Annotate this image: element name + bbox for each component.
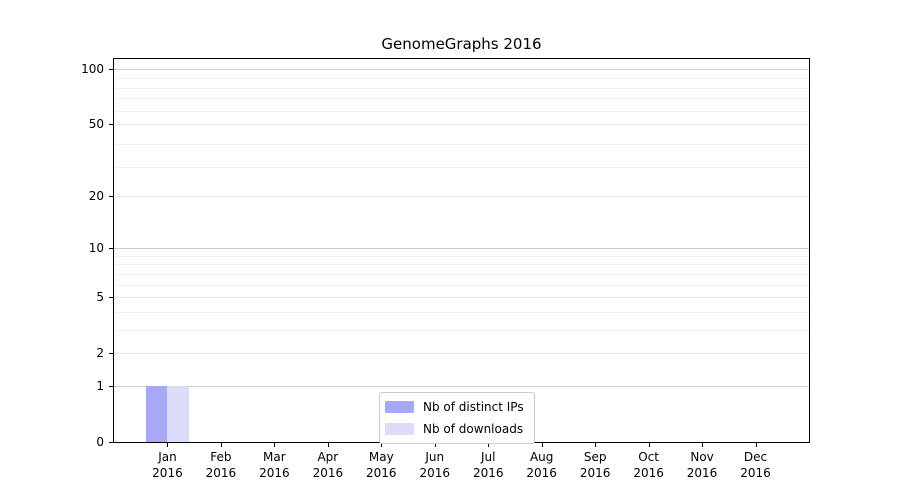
x-tick-label: Apr 2016 [312,450,344,480]
gridline-labeled [114,124,809,126]
x-tick-mark [488,443,490,447]
gridline-major [114,385,809,387]
x-tick-mark [755,443,757,447]
y-tick-label: 10 [88,241,104,256]
gridline-minor [114,143,809,145]
x-tick-label: Jan 2016 [152,450,183,480]
x-tick-label: Jun 2016 [419,450,451,480]
gridline-labeled [114,195,809,197]
y-tick-mark [109,195,113,197]
bar-downloads [167,385,189,442]
x-tick-label: Oct 2016 [633,450,664,480]
y-tick-mark [109,248,113,250]
y-tick-mark [109,297,113,299]
gridline-labeled [114,353,809,355]
x-tick-mark [434,443,436,447]
gridline-minor [114,166,809,168]
x-tick-mark [648,443,650,447]
y-tick-label: 1 [96,378,104,393]
legend-item-distinct-ips: Nb of distinct IPs [385,400,524,414]
x-tick-label: Jul 2016 [472,450,504,480]
x-tick-mark [327,443,329,447]
gridline-minor [114,273,809,275]
plot-area [113,58,810,443]
y-tick-label: 5 [96,290,104,305]
y-tick-mark [109,353,113,355]
gridline-minor [114,284,809,286]
bar-distinct-ips [145,385,168,442]
gridline-minor [114,78,809,80]
gridline-minor [114,311,809,313]
x-tick-mark [274,443,276,447]
x-tick-mark [381,443,383,447]
x-tick-label: Nov 2016 [686,450,718,480]
gridline-minor [114,264,809,266]
gridline-minor [114,255,809,257]
legend-label-distinct-ips: Nb of distinct IPs [423,400,524,414]
y-tick-mark [109,68,113,70]
chart-title: GenomeGraphs 2016 [381,35,542,53]
gridline-labeled [114,297,809,299]
y-tick-label: 100 [81,61,104,76]
x-tick-label: Dec 2016 [740,450,771,480]
legend-swatch-downloads [385,423,414,435]
x-tick-mark [167,443,169,447]
x-tick-label: Aug 2016 [526,450,557,480]
gridline-minor [114,98,809,100]
x-tick-mark [702,443,704,447]
x-tick-label: May 2016 [366,450,397,480]
x-tick-mark [541,443,543,447]
legend-swatch-distinct-ips [385,401,414,413]
y-tick-label: 20 [88,188,104,203]
legend-label-downloads: Nb of downloads [423,422,524,436]
legend-item-downloads: Nb of downloads [385,422,524,436]
gridline-minor [114,329,809,331]
x-tick-label: Sep 2016 [579,450,611,480]
y-tick-mark [109,124,113,126]
y-tick-label: 50 [88,117,104,132]
y-tick-label: 0 [96,435,104,449]
gridline-major [114,68,809,70]
y-tick-mark [109,442,113,443]
gridline-major [114,248,809,250]
x-tick-mark [220,443,222,447]
gridline-minor [114,87,809,89]
x-tick-label: Feb 2016 [205,450,237,480]
gridline-minor [114,110,809,112]
y-tick-mark [109,385,113,387]
x-tick-mark [595,443,597,447]
x-tick-label: Mar 2016 [259,450,290,480]
legend: Nb of distinct IPs Nb of downloads [379,392,535,444]
y-tick-label: 2 [96,346,104,361]
